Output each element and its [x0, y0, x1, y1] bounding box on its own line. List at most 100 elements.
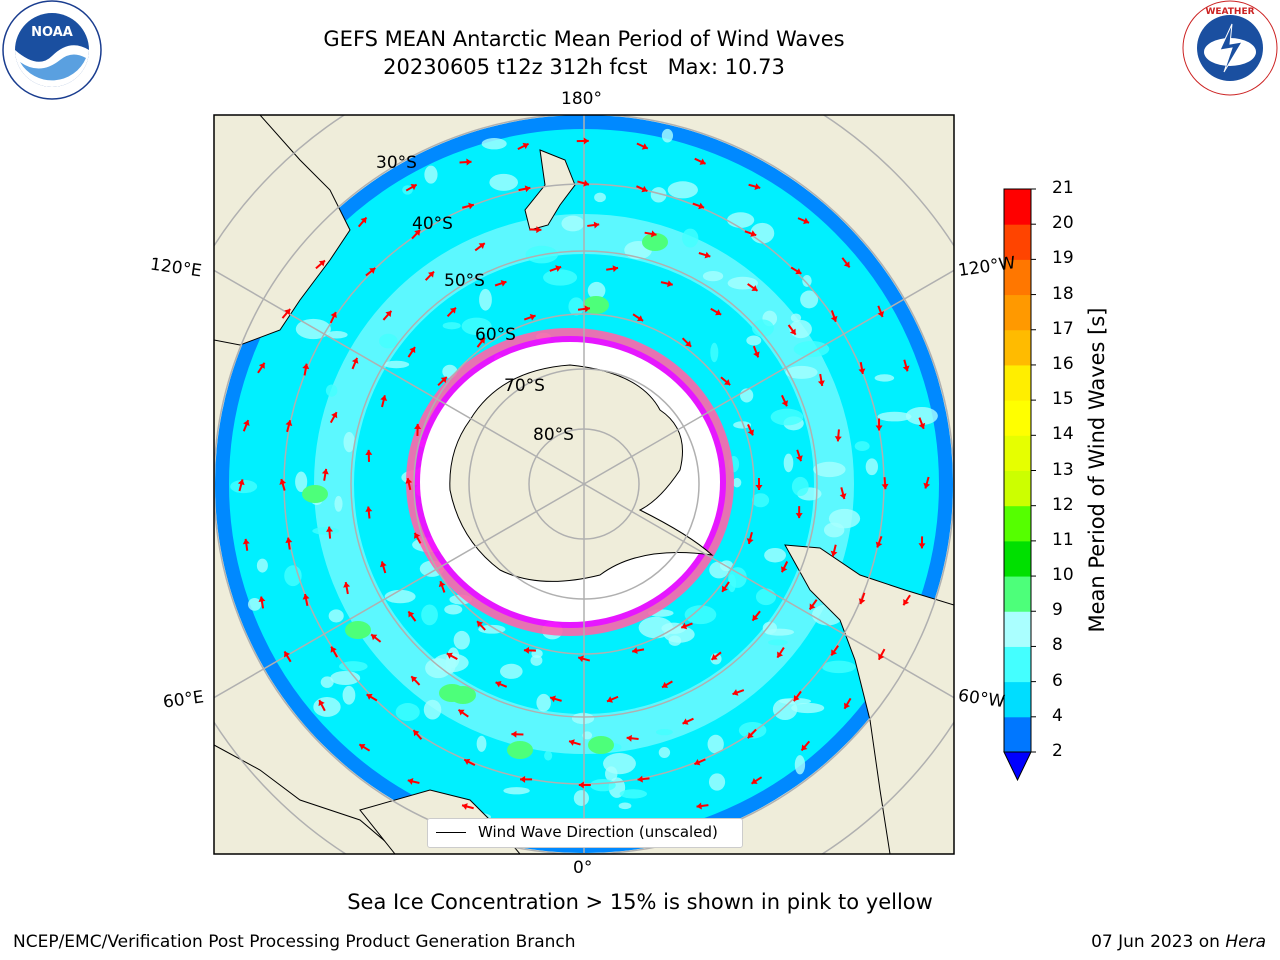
map-frame [213, 114, 955, 855]
ocean-patch [313, 697, 341, 717]
ocean-patch [656, 728, 673, 736]
ocean-patch-long-period [302, 485, 328, 503]
ocean-patch [783, 453, 794, 473]
ocean-patch [821, 660, 856, 674]
wave-arrowhead [704, 251, 711, 259]
colorbar-segment [1004, 259, 1031, 296]
wave-arrowhead [536, 226, 542, 234]
wave-arrowhead [918, 543, 926, 549]
wave-arrowhead [903, 599, 910, 606]
wave-arrowhead [302, 363, 310, 370]
ocean-patch [800, 290, 819, 309]
lat-label-50s: 50°S [444, 271, 485, 291]
colorbar-title: Mean Period of Wind Waves [s] [1085, 307, 1109, 633]
wave-arrowhead [446, 652, 453, 659]
wave-arrowhead [632, 647, 638, 655]
ocean-patch [710, 342, 719, 363]
colorbar-tick-label: 19 [1052, 248, 1074, 269]
ocean-patch [536, 693, 551, 712]
colorbar-tick-label: 11 [1052, 529, 1074, 550]
wave-arrowhead [694, 758, 701, 766]
svg-text:NOAA: NOAA [31, 25, 73, 40]
wave-arrowhead [878, 653, 885, 660]
colorbar-segment [1004, 294, 1031, 331]
meridian-line [583, 483, 954, 699]
ocean-patch [543, 269, 578, 286]
colorbar-tick-label: 4 [1052, 705, 1063, 726]
wave-arrowhead [817, 380, 825, 386]
wave-arrowhead [578, 781, 584, 789]
wave-arrowhead [626, 734, 632, 742]
ocean-patch [738, 722, 767, 739]
ocean-patch [755, 588, 777, 606]
ocean-patch [874, 374, 895, 382]
ocean-patch [320, 676, 334, 688]
wave-arrowhead [524, 185, 531, 193]
ocean-patch [295, 471, 308, 493]
ocean-patch [442, 322, 461, 330]
colorbar-segment [1004, 470, 1031, 507]
ocean-patch [383, 360, 410, 369]
ocean-patch [751, 493, 770, 508]
ocean-patch [877, 411, 912, 422]
noaa-logo: NOAA [2, 0, 102, 100]
lon-label-0: 0° [573, 858, 593, 878]
lat-label-70s: 70°S [504, 376, 545, 396]
wave-arrowhead [607, 696, 613, 703]
wave-arrowhead [468, 202, 474, 210]
colorbar [1003, 188, 1036, 782]
ocean-patch [663, 626, 695, 643]
wave-arrowhead [365, 449, 373, 455]
wave-arrowhead [458, 709, 465, 716]
ocean-patch [650, 187, 667, 203]
colorbar-segment [1004, 540, 1031, 577]
wave-arrowhead [413, 730, 420, 737]
ocean-patch [785, 365, 818, 379]
ocean-patch [751, 319, 774, 337]
ocean-patch [295, 318, 331, 340]
ocean-patch-long-period [642, 233, 668, 251]
ocean-patch [702, 271, 724, 282]
ocean-patch [256, 558, 268, 573]
wave-arrowhead [724, 379, 731, 386]
ocean-patch [423, 699, 442, 720]
colorbar-segment [1004, 364, 1031, 401]
footer-date: 07 Jun 2023 on Hera [1091, 932, 1266, 952]
wave-arrowhead [522, 142, 529, 150]
ocean-patch [395, 703, 420, 722]
wave-arrowhead [789, 328, 796, 335]
ocean-patch [568, 297, 585, 316]
sea-ice-caption: Sea Ice Concentration > 15% is shown in … [347, 890, 933, 914]
ocean-patch [334, 495, 343, 512]
ocean-patch [590, 778, 616, 792]
wave-arrowhead [681, 622, 688, 630]
wave-arrowhead [405, 478, 413, 484]
colorbar-tick-label: 9 [1052, 600, 1063, 621]
ocean-patch [661, 128, 674, 143]
wave-arrowhead [321, 468, 329, 475]
wave-arrowhead [529, 313, 536, 321]
wave-arrowhead [777, 651, 784, 658]
colorbar-segment [1004, 716, 1031, 753]
lat-label-60s: 60°S [475, 325, 516, 345]
meridian-line [214, 483, 585, 699]
wave-arrowhead [858, 598, 866, 605]
wave-arrowhead [359, 744, 366, 751]
ocean-patch [312, 527, 340, 535]
wave-arrowhead [428, 271, 434, 278]
wave-arrowhead [408, 611, 415, 618]
ocean-patch [424, 165, 438, 184]
ocean-patch-long-period [588, 736, 614, 754]
wave-arrowhead [511, 730, 517, 738]
ocean-patch [247, 598, 262, 611]
ocean-patch [544, 750, 553, 761]
ocean-patch [854, 441, 870, 451]
wave-arrowhead [722, 585, 728, 592]
wave-arrowhead [747, 429, 755, 436]
wave-arrowhead [902, 365, 910, 372]
colorbar-segment [1004, 681, 1031, 718]
ocean-patch [343, 431, 355, 453]
colorbar-tick-label: 20 [1052, 213, 1074, 234]
wave-arrowhead [385, 310, 392, 317]
ocean-patch [768, 639, 788, 646]
